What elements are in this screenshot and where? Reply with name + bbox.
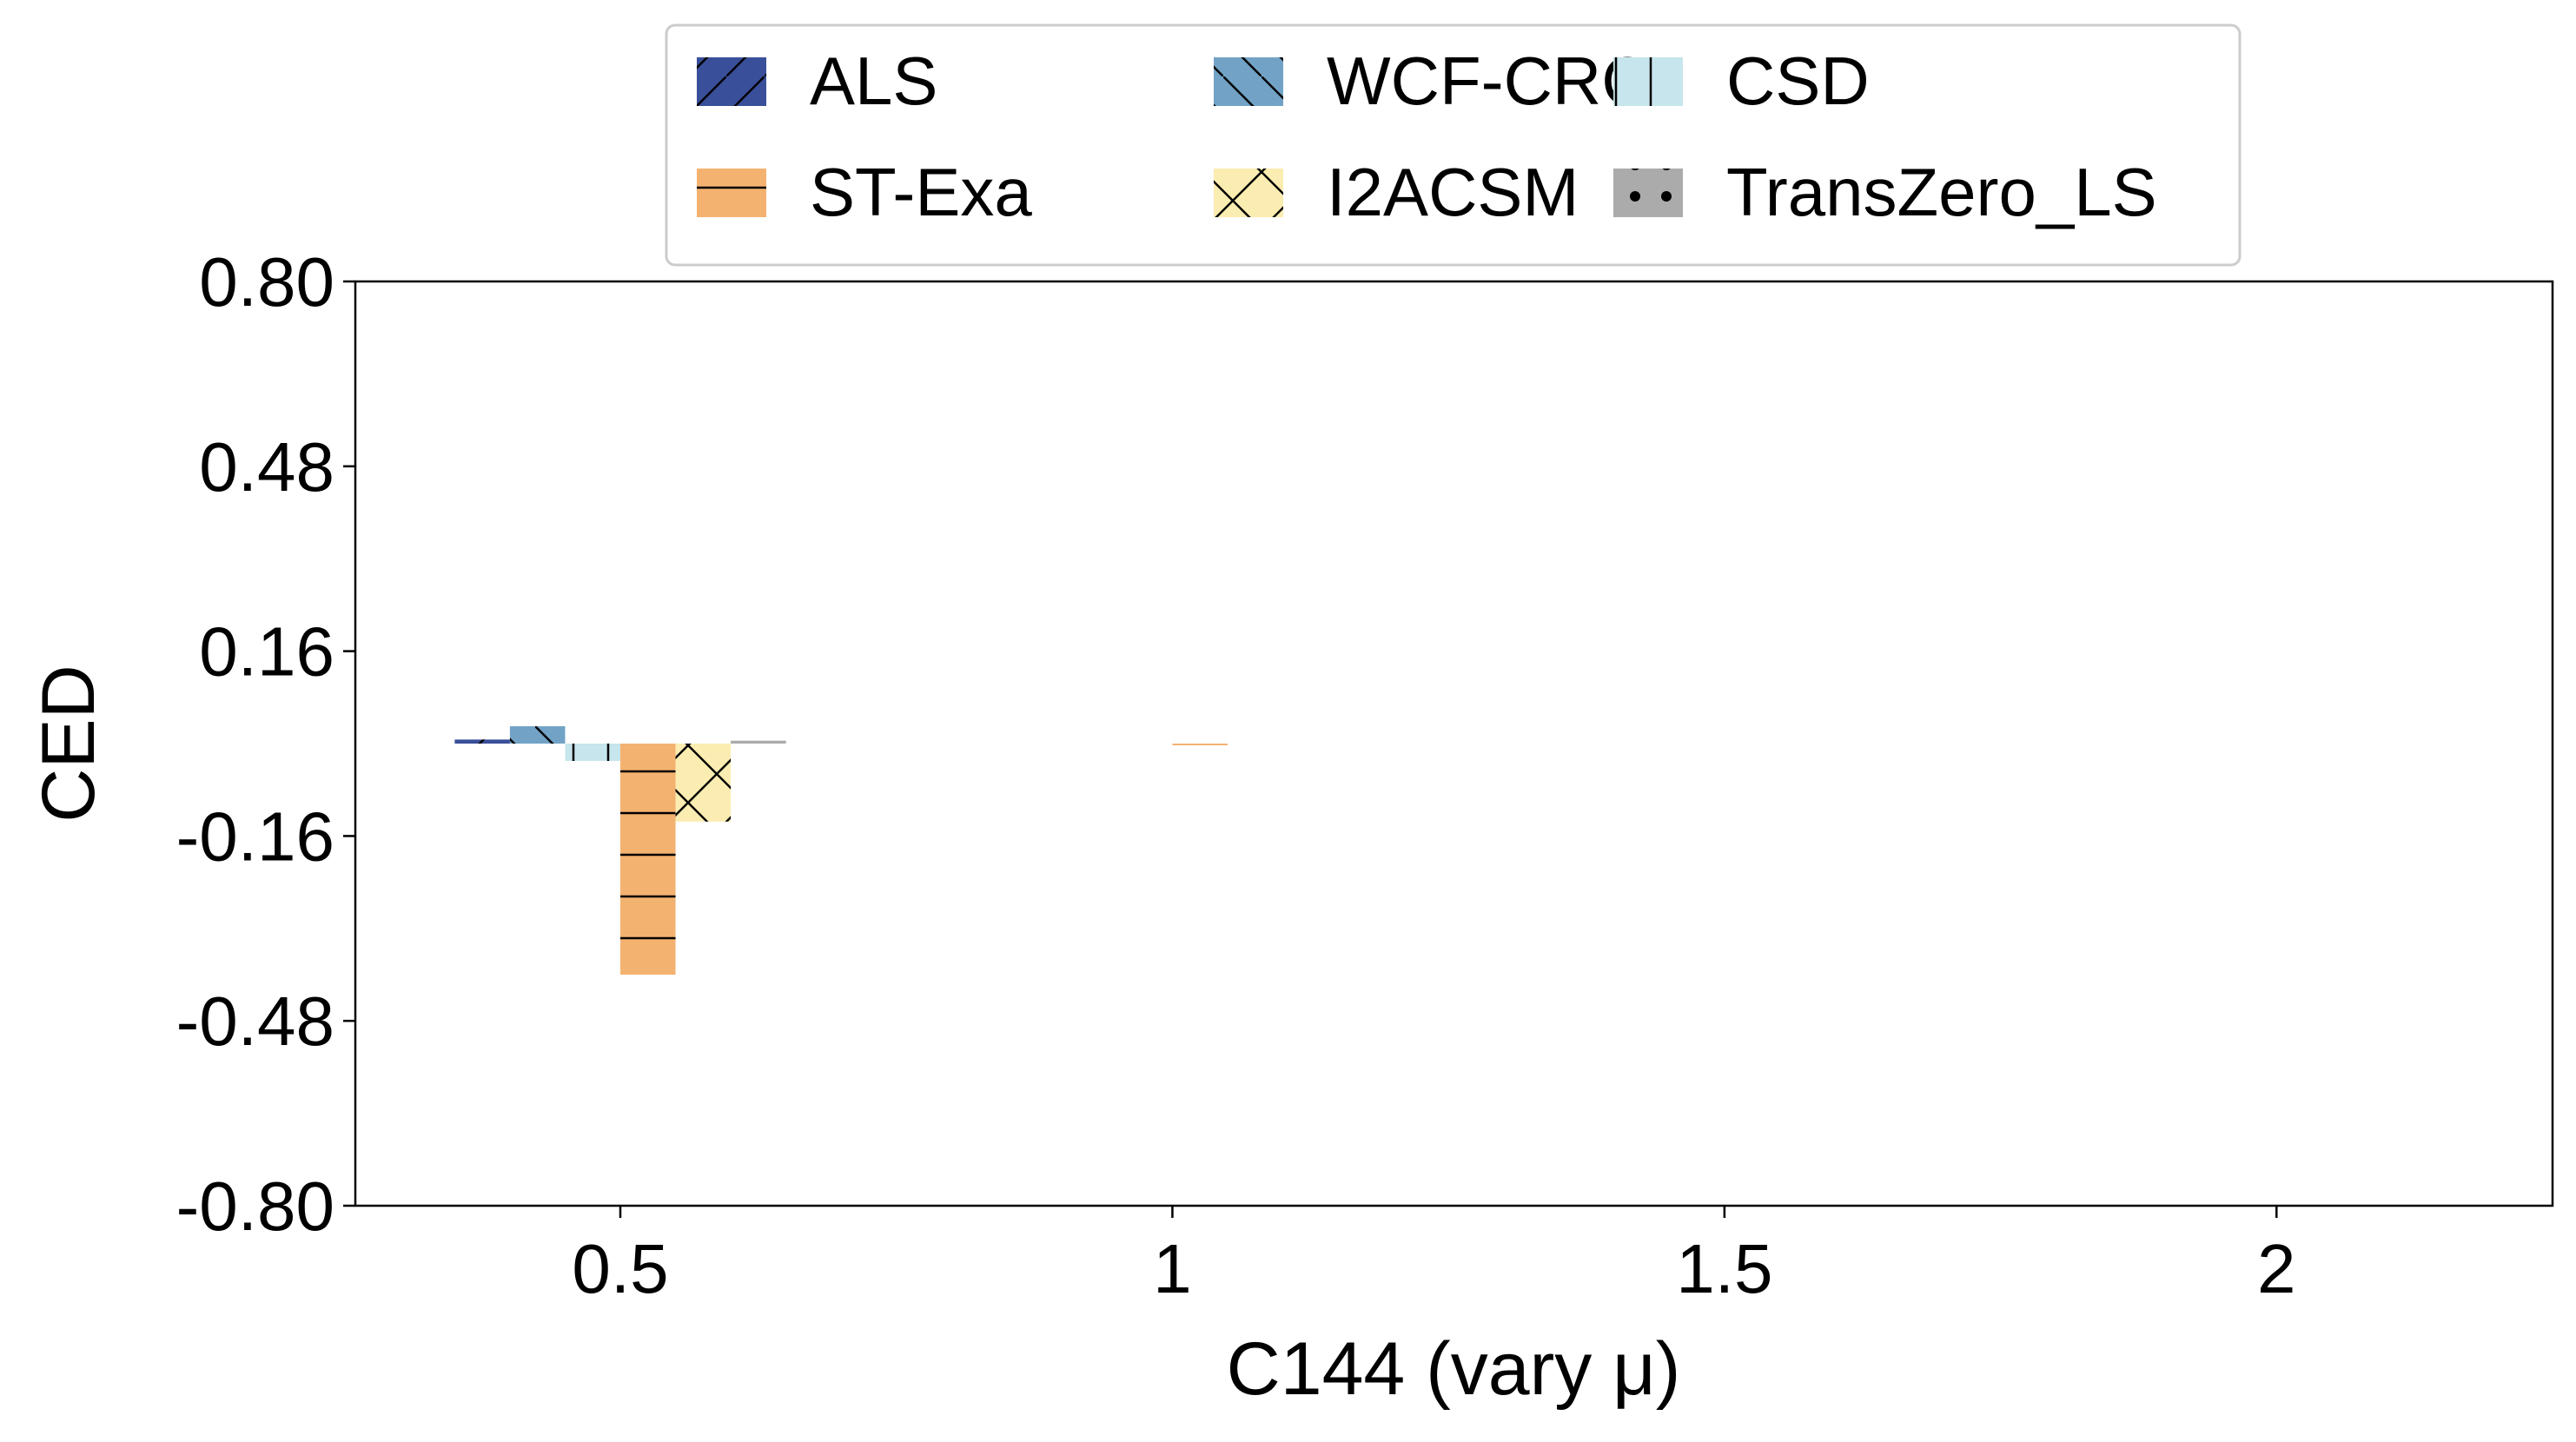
legend-label: ALS <box>810 43 937 119</box>
x-axis-label: C144 (vary μ) <box>1227 1327 1681 1411</box>
legend-item-als: ALS <box>697 43 937 119</box>
y-tick-label: -0.80 <box>176 1167 334 1245</box>
bar-transzero-ls-x0.5 <box>731 740 786 744</box>
x-tick-label: 1.5 <box>1676 1230 1772 1307</box>
legend: ALS WCF-CRC CSD ST-Exa I2ACSM TransZero_LS <box>665 23 2242 267</box>
bar-st-exa-x1 <box>1172 744 1228 745</box>
x-tick-label: 1 <box>1153 1230 1192 1307</box>
legend-label: I2ACSM <box>1327 154 1579 230</box>
legend-item-transzero-ls: TransZero_LS <box>1613 154 2157 230</box>
y-axis-label: CED <box>27 665 110 823</box>
legend-label: WCF-CRC <box>1327 43 1651 119</box>
y-axis: 0.80 0.48 0.16 -0.16 -0.48 -0.80 <box>176 243 355 1245</box>
legend-label: CSD <box>1726 43 1870 119</box>
bars <box>454 726 1228 975</box>
legend-item-i2acsm: I2ACSM <box>1214 154 1579 230</box>
y-tick-label: 0.48 <box>199 428 334 506</box>
legend-label: TransZero_LS <box>1726 154 2157 230</box>
y-tick-label: 0.16 <box>199 613 334 691</box>
legend-item-csd: CSD <box>1613 43 1870 119</box>
legend-frame <box>665 23 2242 267</box>
bar-csd-x0.5 <box>565 744 621 761</box>
x-tick-label: 0.5 <box>572 1230 668 1307</box>
y-tick-label: -0.48 <box>176 982 334 1060</box>
legend-item-st-exa: ST-Exa <box>697 154 1032 230</box>
y-tick-label: -0.16 <box>176 797 334 875</box>
bar-als-x0.5 <box>454 739 510 744</box>
legend-label: ST-Exa <box>810 154 1032 230</box>
x-tick-label: 2 <box>2257 1230 2296 1307</box>
legend-item-wcf-crc: WCF-CRC <box>1214 43 1651 119</box>
bar-i2acsm-x0.5 <box>675 744 732 822</box>
bar-st-exa-x0.5 <box>620 744 676 975</box>
x-axis: 0.5 1 1.5 2 <box>572 1206 2296 1307</box>
y-tick-label: 0.80 <box>199 243 334 321</box>
bar-wcf-crc-x0.5 <box>509 726 566 744</box>
